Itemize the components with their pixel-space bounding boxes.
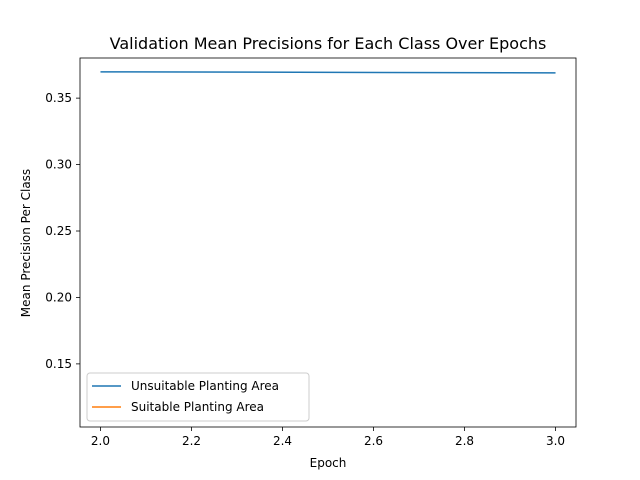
y-axis-label: Mean Precision Per Class xyxy=(19,169,33,317)
x-tick-label: 2.6 xyxy=(364,434,383,448)
series-line-1 xyxy=(100,71,556,74)
legend-label-1: Unsuitable Planting Area xyxy=(131,379,279,393)
legend-label-2: Suitable Planting Area xyxy=(131,400,264,414)
x-tick-label: 2.8 xyxy=(455,434,474,448)
axes-frame xyxy=(79,57,577,428)
y-tick-label: 0.35 xyxy=(45,91,72,105)
x-axis-label: Epoch xyxy=(310,456,347,470)
y-tick-label: 0.30 xyxy=(45,158,72,172)
x-tick-label: 2.2 xyxy=(182,434,201,448)
x-tick-label: 2.4 xyxy=(273,434,292,448)
x-tick-label: 2.0 xyxy=(91,434,110,448)
chart-title: Validation Mean Precisions for Each Clas… xyxy=(110,34,547,53)
y-tick-label: 0.15 xyxy=(45,357,72,371)
x-tick-label: 3.0 xyxy=(546,434,565,448)
legend: Unsuitable Planting Area Suitable Plantin… xyxy=(86,372,310,422)
y-tick-label: 0.25 xyxy=(45,224,72,238)
y-tick-label: 0.20 xyxy=(45,290,72,304)
legend-box xyxy=(86,372,310,422)
plot-area: 2.0 2.2 2.4 2.6 2.8 3.0 0.15 0.20 0.25 0.30 0.35 xyxy=(45,57,577,448)
